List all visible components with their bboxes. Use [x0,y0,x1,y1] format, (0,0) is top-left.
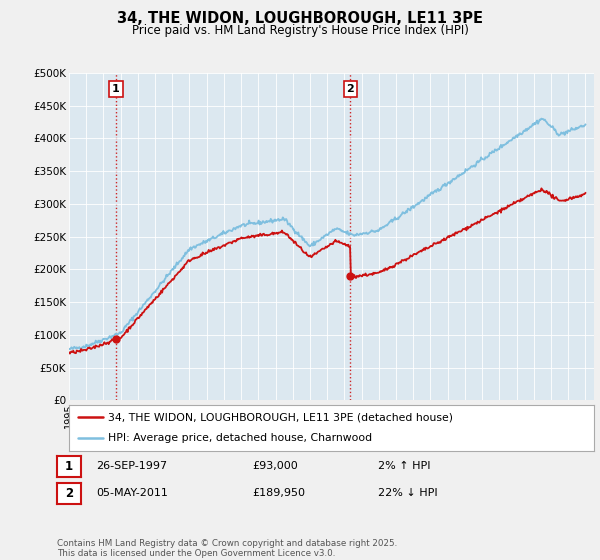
Text: 22% ↓ HPI: 22% ↓ HPI [378,488,437,498]
Text: Price paid vs. HM Land Registry's House Price Index (HPI): Price paid vs. HM Land Registry's House … [131,24,469,37]
Text: 2: 2 [346,84,354,94]
Text: 1: 1 [65,460,73,473]
Text: 34, THE WIDON, LOUGHBOROUGH, LE11 3PE (detached house): 34, THE WIDON, LOUGHBOROUGH, LE11 3PE (d… [109,412,454,422]
Text: 2: 2 [65,487,73,500]
Text: 34, THE WIDON, LOUGHBOROUGH, LE11 3PE: 34, THE WIDON, LOUGHBOROUGH, LE11 3PE [117,11,483,26]
Text: £93,000: £93,000 [252,461,298,472]
Text: 1: 1 [112,84,120,94]
Text: £189,950: £189,950 [252,488,305,498]
Text: 26-SEP-1997: 26-SEP-1997 [96,461,167,472]
Text: HPI: Average price, detached house, Charnwood: HPI: Average price, detached house, Char… [109,433,373,444]
Text: 2% ↑ HPI: 2% ↑ HPI [378,461,431,472]
Text: 05-MAY-2011: 05-MAY-2011 [96,488,168,498]
Text: Contains HM Land Registry data © Crown copyright and database right 2025.
This d: Contains HM Land Registry data © Crown c… [57,539,397,558]
